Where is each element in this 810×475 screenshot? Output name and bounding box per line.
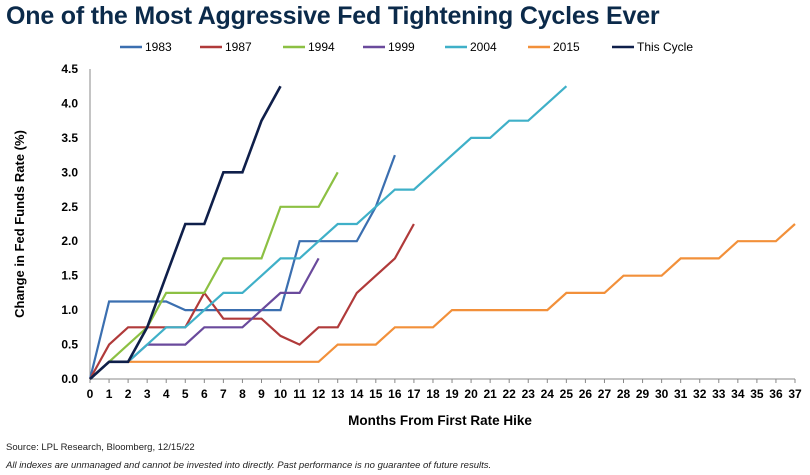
legend-label: 1999 xyxy=(388,40,415,54)
x-tick-label: 18 xyxy=(426,387,440,401)
legend-item: 1994 xyxy=(283,40,335,54)
y-tick-label: 2.0 xyxy=(61,234,78,248)
x-tick-label: 2 xyxy=(125,387,132,401)
series-line-this-cycle xyxy=(89,85,282,380)
x-tick-label: 15 xyxy=(369,387,383,401)
legend-item: 1983 xyxy=(120,40,172,54)
y-axis-label: Change in Fed Funds Rate (%) xyxy=(12,130,27,318)
x-tick-label: 3 xyxy=(144,387,151,401)
x-tick-label: 13 xyxy=(331,387,345,401)
series-line-1994 xyxy=(89,171,339,380)
x-tick-label: 17 xyxy=(407,387,421,401)
disclaimer-note: All indexes are unmanaged and cannot be … xyxy=(6,460,492,471)
x-tick-label: 23 xyxy=(522,387,536,401)
x-tick-label: 7 xyxy=(220,387,227,401)
x-tick-label: 8 xyxy=(239,387,246,401)
x-tick-label: 30 xyxy=(655,387,669,401)
x-tick-label: 20 xyxy=(464,387,478,401)
x-tick-label: 22 xyxy=(503,387,517,401)
legend-item: 1987 xyxy=(200,40,252,54)
x-tick-label: 25 xyxy=(560,387,574,401)
y-tick-label: 1.0 xyxy=(61,303,78,317)
legend-label: 2004 xyxy=(470,40,497,54)
y-tick-label: 4.5 xyxy=(61,62,78,76)
series-line-2004 xyxy=(89,85,568,380)
x-tick-label: 34 xyxy=(731,387,745,401)
x-tick-label: 24 xyxy=(541,387,555,401)
plot-area xyxy=(88,85,796,380)
x-tick-label: 31 xyxy=(674,387,688,401)
x-tick-label: 36 xyxy=(769,387,783,401)
y-axis: 0.0 0.5 1.0 1.5 2.0 2.5 3.0 3.5 4.0 4.5 xyxy=(61,62,91,386)
series-line-1983 xyxy=(88,154,396,380)
y-tick-label: 3.5 xyxy=(61,131,78,145)
legend-label: 1987 xyxy=(225,40,252,54)
legend: 1983 1987 1994 1999 2004 2015 This Cycle xyxy=(120,40,693,54)
legend-item: This Cycle xyxy=(612,40,693,54)
legend-label: 2015 xyxy=(553,40,580,54)
y-tick-label: 4.0 xyxy=(61,96,78,110)
series-line-2015 xyxy=(89,223,796,380)
x-tick-label: 0 xyxy=(87,387,94,401)
x-tick-label: 4 xyxy=(163,387,170,401)
y-tick-label: 3.0 xyxy=(61,165,78,179)
x-tick-label: 26 xyxy=(579,387,593,401)
chart-title: One of the Most Aggressive Fed Tightenin… xyxy=(6,2,660,30)
x-tick-label: 1 xyxy=(106,387,113,401)
x-axis: 0 1 2 3 4 5 6 7 8 9 10 11 12 13 14 15 16 17 18 19 20 21 22 23 24… xyxy=(87,378,802,401)
x-tick-label: 32 xyxy=(693,387,707,401)
x-tick-label: 19 xyxy=(445,387,459,401)
x-tick-label: 21 xyxy=(483,387,497,401)
source-note: Source: LPL Research, Bloomberg, 12/15/2… xyxy=(6,442,195,453)
line-chart: 1983 1987 1994 1999 2004 2015 This Cycle 0.00.… xyxy=(12,40,802,428)
x-tick-label: 16 xyxy=(388,387,402,401)
legend-item: 2015 xyxy=(528,40,580,54)
y-tick-label: 2.5 xyxy=(61,200,78,214)
x-tick-label: 11 xyxy=(293,387,306,401)
x-tick-label: 35 xyxy=(750,387,764,401)
legend-label: 1983 xyxy=(145,40,172,54)
legend-item: 2004 xyxy=(445,40,497,54)
x-tick-label: 6 xyxy=(201,387,208,401)
x-tick-label: 5 xyxy=(182,387,189,401)
legend-label: 1994 xyxy=(308,40,335,54)
x-axis-label: Months From First Rate Hike xyxy=(348,413,532,428)
legend-item: 1999 xyxy=(363,40,415,54)
y-tick-label: 0.5 xyxy=(61,338,78,352)
x-tick-label: 10 xyxy=(274,387,288,401)
x-tick-label: 28 xyxy=(617,387,631,401)
x-tick-label: 9 xyxy=(258,387,265,401)
legend-label: This Cycle xyxy=(637,40,693,54)
x-tick-label: 12 xyxy=(312,387,326,401)
x-tick-label: 29 xyxy=(636,387,650,401)
y-tick-label: 1.5 xyxy=(61,269,78,283)
y-tick-label: 0.0 xyxy=(61,372,78,386)
x-tick-label: 14 xyxy=(350,387,364,401)
x-tick-label: 33 xyxy=(712,387,726,401)
x-tick-label: 27 xyxy=(598,387,612,401)
x-tick-label: 37 xyxy=(788,387,802,401)
